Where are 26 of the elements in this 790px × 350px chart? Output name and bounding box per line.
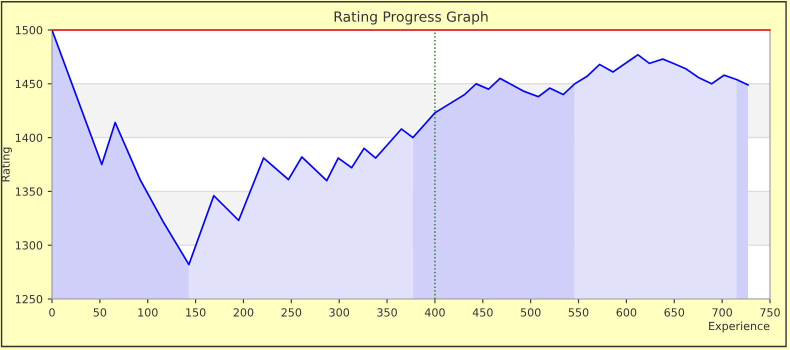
x-tick-label: 400: [424, 308, 445, 317]
x-axis-title: Experience: [709, 322, 770, 332]
x-tick-label: 650: [664, 308, 684, 317]
line-series: [52, 30, 749, 266]
y-tick-label: 1350: [16, 187, 42, 196]
x-tick-label: 50: [94, 308, 106, 317]
x-tick-label: 600: [616, 308, 636, 317]
x-tick-label: 700: [712, 308, 732, 317]
y-tick-label: 1250: [16, 294, 42, 304]
x-tick-label: 550: [568, 308, 588, 317]
x-tick-label: 250: [282, 308, 302, 317]
y-tick-label: 1400: [16, 134, 42, 142]
x-tick-label: 150: [186, 308, 206, 317]
y-tick-label: 1300: [16, 241, 42, 250]
y-axis-title: Rating: [1, 148, 12, 182]
y-tick-label: 1450: [16, 80, 42, 88]
y-tick-label: 1500: [16, 26, 42, 34]
x-tick-label: 0: [49, 308, 55, 317]
chart-title: Rating Progress Graph: [334, 11, 488, 25]
x-tick-label: 100: [138, 308, 158, 317]
x-tick-label: 500: [520, 308, 541, 317]
x-tick-label: 350: [377, 308, 397, 317]
x-tick-label: 300: [329, 308, 350, 317]
x-tick-label: 450: [472, 308, 493, 317]
x-tick-label: 750: [760, 308, 780, 317]
x-tick-label: 200: [234, 308, 254, 317]
